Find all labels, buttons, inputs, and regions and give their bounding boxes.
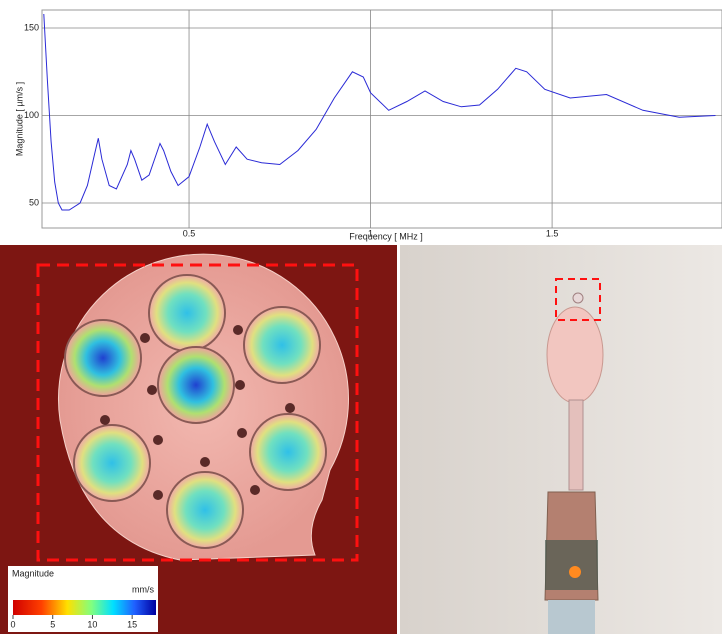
x-tick-label: 0.5 (183, 228, 196, 238)
figure: 501001500.511.5 Frequency [ MHz ] Magnit… (0, 0, 722, 634)
y-axis-label: Magnitude [ µm/s ] (14, 82, 24, 156)
colorbar (13, 600, 156, 615)
x-tick-label: 1.5 (546, 228, 559, 238)
colorbar-tick-label: 0 (10, 619, 15, 629)
base-core (545, 540, 598, 590)
glint (569, 566, 581, 578)
colorbar-title: Magnitude (12, 568, 54, 578)
y-tick-label: 50 (29, 197, 39, 207)
plot-area (42, 10, 722, 228)
x-axis-label: Frequency [ MHz ] (349, 231, 423, 241)
stem (569, 400, 583, 490)
colorbar-tick-label: 5 (50, 619, 55, 629)
bulb (547, 307, 603, 403)
tube (548, 600, 595, 634)
tip (573, 293, 583, 303)
y-tick-label: 100 (24, 110, 39, 120)
y-tick-label: 150 (24, 22, 39, 32)
colorbar-unit: mm/s (132, 584, 154, 594)
colorbar-tick-label: 15 (127, 619, 137, 629)
colorbar-tick-label: 10 (87, 619, 97, 629)
